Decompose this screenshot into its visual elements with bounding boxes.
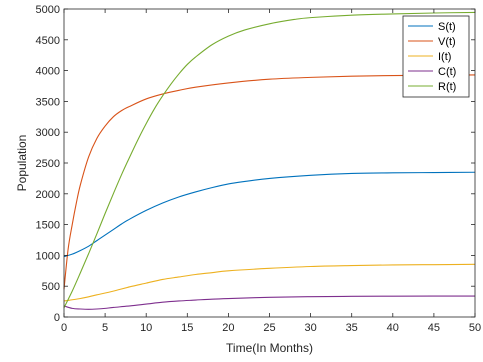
series-line-4 <box>63 295 476 310</box>
series-line-2 <box>63 74 476 290</box>
x-tick-label: 10 <box>140 322 152 334</box>
x-axis-ticks: 0 5 10 15 20 25 30 35 40 45 50 <box>61 9 481 334</box>
y-tick-label: 3000 <box>36 127 60 139</box>
series-layer <box>63 11 476 310</box>
legend-label: C(t) <box>438 66 456 78</box>
x-tick-label: 15 <box>181 322 193 334</box>
x-tick-label: 25 <box>263 322 275 334</box>
y-tick-label: 1500 <box>36 220 60 232</box>
legend-label: S(t) <box>438 21 456 33</box>
y-tick-label: 0 <box>54 312 60 324</box>
x-tick-label: 45 <box>428 322 440 334</box>
legend-label: I(t) <box>438 51 451 63</box>
x-tick-label: 50 <box>469 322 481 334</box>
y-tick-label: 5000 <box>36 4 60 16</box>
y-axis-ticks: 0 500 1000 1500 2000 2500 3000 3500 4000 4500 5000 <box>36 4 475 324</box>
series-line-3 <box>63 263 476 302</box>
x-tick-label: 40 <box>387 322 399 334</box>
y-tick-label: 4000 <box>36 66 60 78</box>
y-tick-label: 2000 <box>36 189 60 201</box>
x-tick-label: 0 <box>61 322 67 334</box>
legend: S(t) V(t) I(t) C(t) R(t) <box>402 15 470 98</box>
y-tick-label: 3500 <box>36 96 60 108</box>
y-axis-label: Population <box>15 135 29 192</box>
x-tick-label: 5 <box>102 322 108 334</box>
x-tick-label: 35 <box>346 322 358 334</box>
y-tick-label: 2500 <box>36 158 60 170</box>
series-line-5 <box>63 11 476 309</box>
legend-label: R(t) <box>438 81 456 93</box>
plot-frame <box>63 8 476 318</box>
y-tick-label: 1000 <box>36 250 60 262</box>
legend-label: V(t) <box>438 36 456 48</box>
x-tick-label: 30 <box>304 322 316 334</box>
x-tick-label: 20 <box>222 322 234 334</box>
x-axis-label: Time(In Months) <box>226 341 313 355</box>
y-tick-label: 500 <box>42 281 60 293</box>
y-tick-label: 4500 <box>36 35 60 47</box>
